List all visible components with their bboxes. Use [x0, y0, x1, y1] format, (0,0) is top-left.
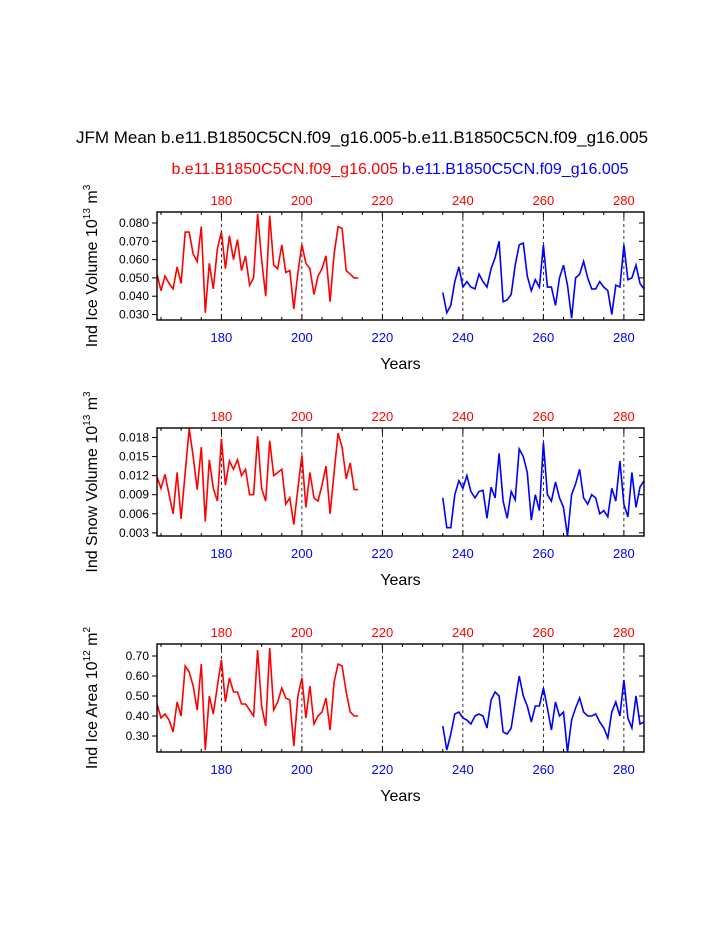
- plot-frame: [156, 643, 645, 753]
- y-axis-title-text: m: [84, 397, 101, 415]
- legend-label-series-a: b.e11.B1850C5CN.f09_g16.005: [171, 161, 398, 178]
- x-bottom-tick-label: 240: [452, 546, 474, 561]
- y-axis-title-text: Ind Ice Area 10: [84, 661, 101, 769]
- x-bottom-tick-label: 200: [291, 330, 313, 345]
- x-top-tick-label: 240: [452, 193, 474, 208]
- y-tick-label: 0.018: [119, 431, 149, 445]
- legend-label-series-b: b.e11.B1850C5CN.f09_g16.005: [402, 161, 629, 178]
- y-axis-title: Ind Snow Volume 1013 m3: [82, 391, 101, 573]
- chart-panel-2: 0.003 0.006 0.009 0.012 0.015 0.018 180 180 200 2…: [82, 391, 645, 589]
- y-axis-title-text: m: [84, 633, 101, 651]
- series-line-b: [442, 241, 644, 319]
- x-bottom-tick-label: 200: [291, 762, 313, 777]
- y-axis-title: Ind Ice Area 1012 m2: [82, 627, 101, 770]
- y-tick-label: 0.30: [126, 729, 150, 743]
- y-tick-label: 0.080: [119, 216, 149, 230]
- x-bottom-tick-label: 280: [613, 762, 635, 777]
- y-tick-label: 0.060: [119, 253, 149, 267]
- y-axis-title-superscript: 2: [82, 627, 93, 633]
- plot-frame: [156, 211, 645, 321]
- x-top-tick-label: 280: [613, 409, 635, 424]
- y-axis-title-text: Ind Ice Volume 10: [84, 219, 101, 347]
- series-line-a: [157, 213, 359, 313]
- y-tick-label: 0.40: [126, 709, 150, 723]
- series-line-a: [157, 428, 359, 525]
- x-bottom-tick-label: 220: [372, 330, 394, 345]
- panels: 0.030 0.040 0.050 0.060 0.070 0.080 180 180 200 2…: [82, 184, 645, 805]
- y-axis-title: Ind Ice Volume 1013 m3: [82, 184, 101, 347]
- x-bottom-tick-label: 280: [613, 330, 635, 345]
- plot-frame: [156, 427, 645, 537]
- x-bottom-tick-label: 180: [211, 330, 233, 345]
- x-top-tick-label: 220: [372, 409, 394, 424]
- y-tick-label: 0.009: [119, 488, 149, 502]
- x-top-tick-label: 240: [452, 409, 474, 424]
- x-bottom-tick-label: 200: [291, 546, 313, 561]
- x-bottom-tick-label: 240: [452, 330, 474, 345]
- x-bottom-tick-label: 220: [372, 546, 394, 561]
- y-tick-label: 0.012: [119, 469, 149, 483]
- y-axis-title-text: Ind Snow Volume 10: [84, 426, 101, 573]
- chart-panel-3: 0.30 0.40 0.50 0.60 0.70 180 180 200 200 220 220 24…: [82, 625, 645, 805]
- y-tick-label: 0.050: [119, 271, 149, 285]
- x-top-tick-label: 240: [452, 625, 474, 640]
- y-tick-label: 0.60: [126, 669, 150, 683]
- x-axis-title: Years: [380, 356, 420, 373]
- y-axis-title-superscript: 3: [82, 184, 93, 190]
- x-bottom-tick-label: 240: [452, 762, 474, 777]
- x-top-tick-label: 260: [533, 193, 555, 208]
- y-tick-label: 0.003: [119, 526, 149, 540]
- x-top-tick-label: 200: [291, 409, 313, 424]
- series-line-b: [442, 442, 644, 536]
- x-top-tick-label: 220: [372, 193, 394, 208]
- x-bottom-tick-label: 260: [533, 762, 555, 777]
- y-axis-title-superscript: 12: [82, 650, 93, 662]
- x-top-tick-label: 180: [211, 409, 233, 424]
- x-top-tick-label: 200: [291, 193, 313, 208]
- x-bottom-tick-label: 220: [372, 762, 394, 777]
- x-top-tick-label: 260: [533, 409, 555, 424]
- x-top-tick-label: 180: [211, 625, 233, 640]
- x-bottom-tick-label: 260: [533, 546, 555, 561]
- x-axis-title: Years: [380, 788, 420, 805]
- y-axis-title-superscript: 3: [82, 391, 93, 397]
- x-axis-title: Years: [380, 572, 420, 589]
- x-bottom-tick-label: 280: [613, 546, 635, 561]
- y-tick-label: 0.70: [126, 649, 150, 663]
- y-tick-label: 0.070: [119, 234, 149, 248]
- x-top-tick-label: 200: [291, 625, 313, 640]
- x-bottom-tick-label: 260: [533, 330, 555, 345]
- x-top-tick-label: 180: [211, 193, 233, 208]
- chart-title: JFM Mean b.e11.B1850C5CN.f09_g16.005-b.e…: [76, 128, 648, 147]
- y-axis-title-superscript: 13: [82, 208, 93, 220]
- x-bottom-tick-label: 180: [211, 762, 233, 777]
- y-tick-label: 0.030: [119, 308, 149, 322]
- chart-panel-1: 0.030 0.040 0.050 0.060 0.070 0.080 180 180 200 2…: [82, 184, 645, 373]
- series-line-b: [442, 675, 644, 752]
- y-axis-title-superscript: 13: [82, 414, 93, 426]
- x-top-tick-label: 220: [372, 625, 394, 640]
- x-top-tick-label: 280: [613, 625, 635, 640]
- series-line-a: [157, 647, 359, 751]
- y-tick-label: 0.040: [119, 289, 149, 303]
- x-bottom-tick-label: 180: [211, 546, 233, 561]
- y-tick-label: 0.006: [119, 507, 149, 521]
- y-tick-label: 0.015: [119, 450, 149, 464]
- x-top-tick-label: 280: [613, 193, 635, 208]
- x-top-tick-label: 260: [533, 625, 555, 640]
- y-axis-title-text: m: [84, 190, 101, 208]
- y-tick-label: 0.50: [126, 689, 150, 703]
